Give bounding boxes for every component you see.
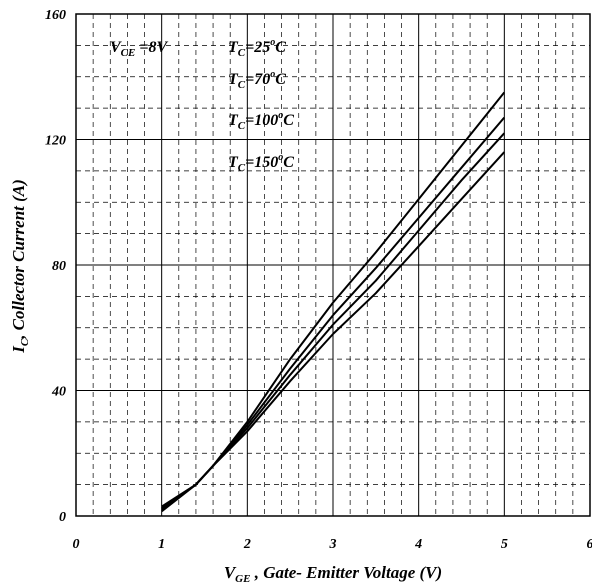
plot-frame [75, 13, 591, 517]
x-tick-label: 1 [158, 537, 165, 552]
annotation-label: TC=150oC [228, 152, 294, 174]
x-tick-label: 2 [243, 537, 251, 552]
x-tick-label: 5 [501, 537, 508, 552]
x-tick-label: 6 [587, 537, 592, 552]
y-axis-label: IC, Collector Current (A) [9, 179, 31, 354]
y-tick-labels: 0 40 80 120 160 [45, 8, 66, 525]
x-tick-label: 4 [414, 537, 422, 552]
x-axis-label: VGE , Gate- Emitter Voltage (V) [224, 563, 442, 585]
annotation-label: TC=100oC [228, 110, 294, 132]
y-tick-label: 0 [59, 510, 66, 525]
series-lines [161, 91, 506, 513]
annotation-label: VCE =8V [110, 39, 168, 59]
series-line [161, 151, 506, 513]
y-tick-label: 40 [51, 385, 66, 400]
y-tick-label: 160 [45, 8, 66, 23]
annotation-label: TC=70oC [228, 69, 286, 91]
annotation-label: TC=25oC [228, 37, 286, 59]
x-tick-label: 3 [329, 537, 337, 552]
major-grid [75, 13, 591, 517]
y-tick-label: 80 [52, 259, 66, 274]
y-tick-label: 120 [45, 134, 66, 149]
x-tick-label: 0 [73, 537, 80, 552]
annotations: VCE =8V TC=25oC TC=70oC TC=100oC TC=150oC [110, 37, 294, 174]
x-tick-labels: 0 1 2 3 4 5 6 [73, 537, 592, 552]
